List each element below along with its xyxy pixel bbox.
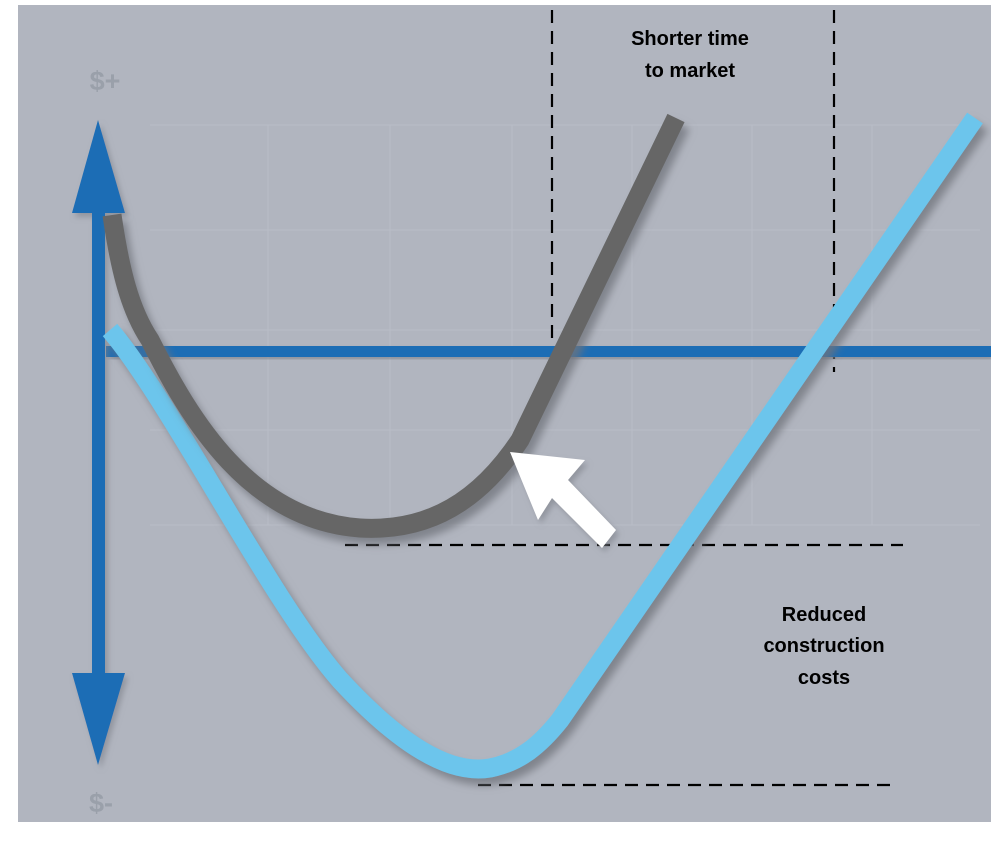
improvement-arrow-icon <box>510 452 616 548</box>
cost-annotation-line-1: Reduced <box>782 604 866 626</box>
horizontal-axis <box>106 346 991 357</box>
improved-curve <box>102 113 685 538</box>
time-annotation-line-1: Shorter time <box>631 28 749 50</box>
panel-background <box>18 5 991 822</box>
up-arrow-icon <box>72 120 125 213</box>
axis-label-bottom: $- <box>89 788 113 818</box>
cost-annotation-line-3: costs <box>798 667 850 689</box>
vertical-axis <box>72 120 125 765</box>
down-arrow-icon <box>72 673 125 765</box>
axis-label-top: $+ <box>90 66 121 96</box>
time-annotation-line-2: to market <box>645 60 735 82</box>
original-curve <box>102 112 983 779</box>
cost-annotation-line-2: construction <box>763 635 884 657</box>
